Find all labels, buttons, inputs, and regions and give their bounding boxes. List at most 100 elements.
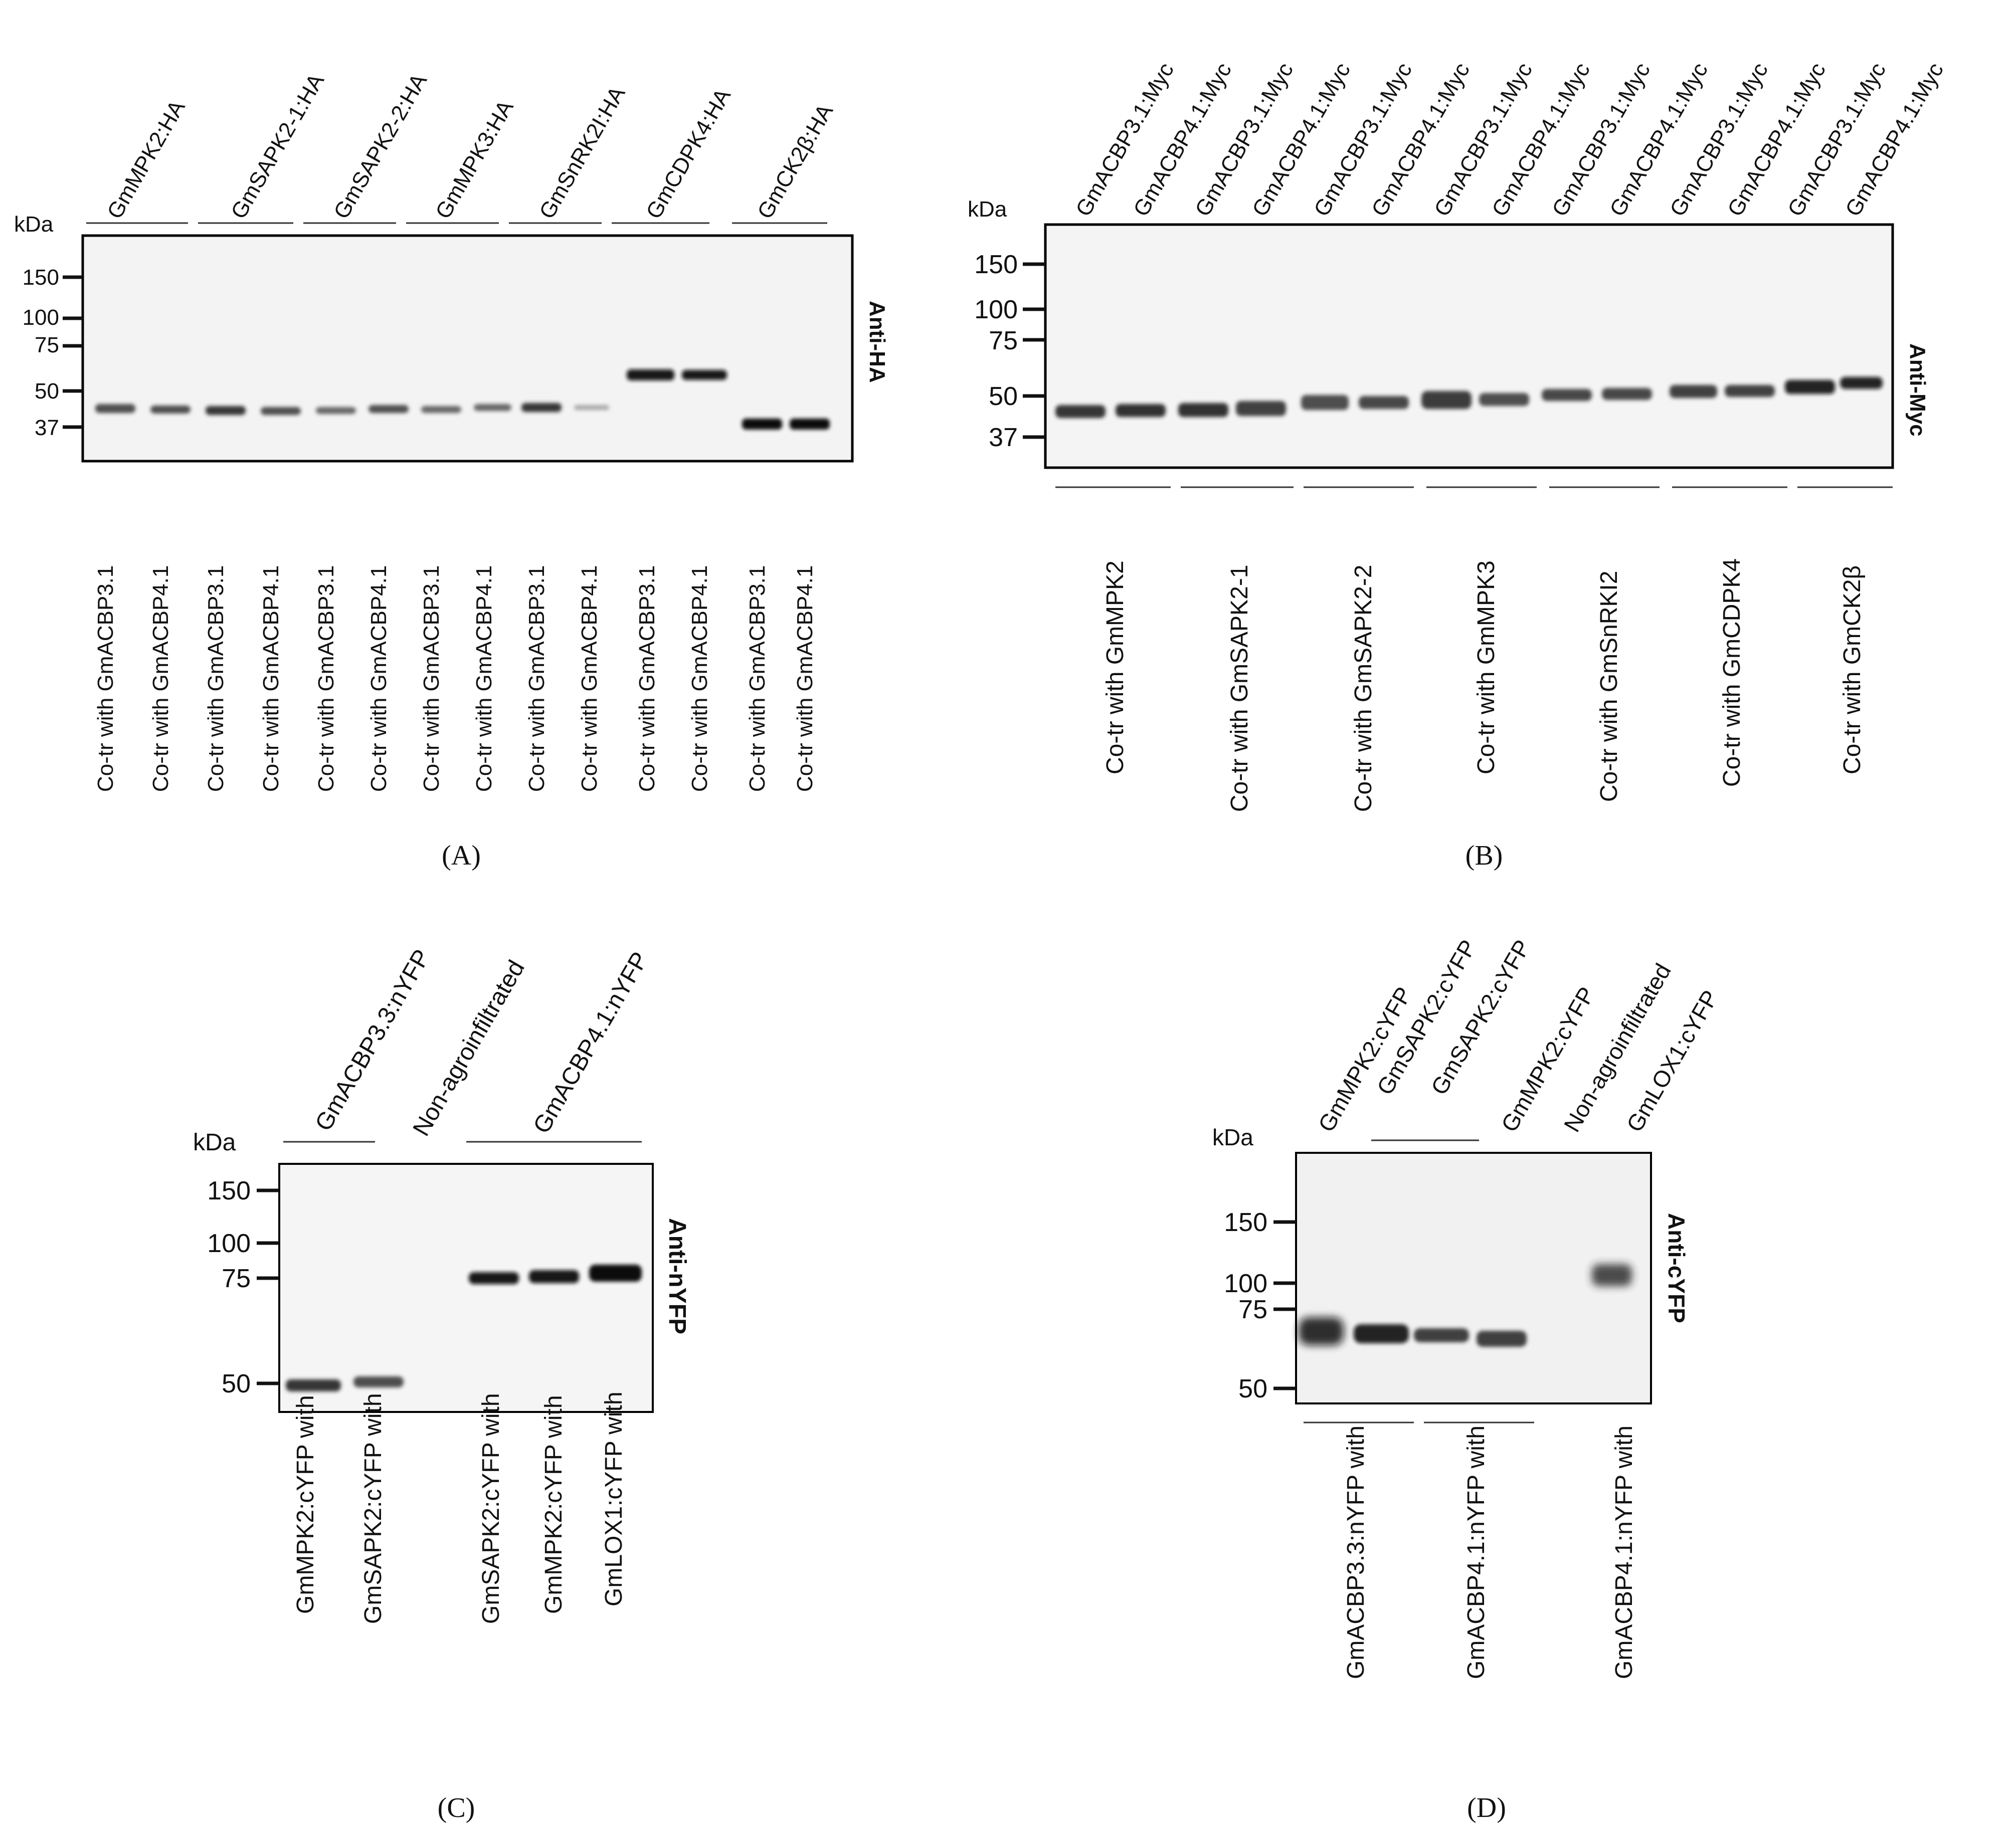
panel-a-lane-label-10: Co-tr with GmACBP4.1: [577, 565, 602, 792]
panel-c-marker-75: 75: [222, 1264, 251, 1293]
panel-b: GmACBP3.1:Myc GmACBP4.1:Myc GmACBP3.1:My…: [968, 59, 1948, 871]
panel-a-band-3: [206, 406, 246, 415]
panel-b-band-5: [1301, 395, 1349, 410]
panel-b-band-12: [1725, 385, 1775, 397]
panel-a-blot: [81, 234, 854, 463]
panel-a-marker-37: 37: [35, 416, 59, 440]
panel-a-lane-label-9: Co-tr with GmACBP3.1: [524, 565, 549, 792]
panel-a-lane-label-3: Co-tr with GmACBP3.1: [204, 565, 228, 792]
panel-b-band-14: [1840, 377, 1883, 389]
panel-d-band-4: [1477, 1331, 1527, 1347]
panel-a-band-6: [369, 405, 409, 413]
panel-a-group-label-3: GmSAPK2-2:HA: [329, 69, 432, 223]
panel-b-group-label-4: Co-tr with GmMPK3: [1473, 560, 1500, 774]
panel-a-band-4: [261, 407, 301, 415]
panel-a-lane-label-13: Co-tr with GmACBP3.1: [745, 565, 770, 792]
panel-c-top-label-1: GmACBP3.3:nYFP: [310, 945, 436, 1136]
panel-b-band-11: [1670, 385, 1717, 398]
panel-c-lane-label-2: GmSAPK2:cYFP with: [360, 1393, 387, 1624]
panel-a-band-8: [474, 404, 511, 411]
panel-c-lane-label-3: GmSAPK2:cYFP with: [478, 1393, 504, 1624]
panel-a-lane-label-14: Co-tr with GmACBP4.1: [793, 565, 817, 792]
panel-d-bottom-label-1: GmACBP3.3:nYFP with: [1343, 1426, 1369, 1679]
panel-a-group-label-6: GmCDPK4:HA: [641, 84, 736, 223]
panel-b-band-10: [1602, 388, 1652, 400]
panel-b-band-4: [1236, 401, 1286, 416]
panel-a-group-label-1: GmMPK2:HA: [102, 96, 190, 223]
panel-c-antibody-label: Anti-nYFP: [664, 1218, 690, 1334]
panel-a-lane-label-4: Co-tr with GmACBP4.1: [259, 565, 283, 792]
panel-a-group-label-2: GmSAPK2-1:HA: [226, 69, 329, 223]
panel-b-band-9: [1542, 389, 1592, 401]
panel-d: GmMPK2:cYFP GmSAPK2:cYFP GmSAPK2:cYFP Gm…: [1212, 935, 1723, 1823]
panel-d-marker-50: 50: [1238, 1374, 1267, 1403]
panel-c-top-label-2: Non-agroinfiltrated: [408, 956, 530, 1140]
panel-b-marker-75: 75: [989, 326, 1018, 355]
panel-a-bands: [95, 369, 830, 430]
panel-c-top-label-3: GmACBP4.1:nYFP: [528, 948, 654, 1138]
panel-a-group-label-7: GmCK2β:HA: [753, 100, 838, 223]
panel-a-antibody-label: Anti-HA: [865, 301, 889, 383]
panel-c-band-4: [529, 1270, 579, 1283]
panel-c: GmACBP3.3:nYFP Non-agroinfiltrated GmACB…: [193, 945, 690, 1823]
panel-d-antibody-label: Anti-cYFP: [1664, 1213, 1690, 1323]
panel-d-kda-label: kDa: [1212, 1124, 1253, 1150]
panel-b-marker-150: 150: [974, 250, 1018, 279]
panel-b-marker-100: 100: [974, 295, 1018, 324]
panel-a-band-12: [682, 370, 727, 380]
panel-c-band-3: [469, 1272, 519, 1284]
panel-b-band-6: [1359, 396, 1409, 409]
panel-a: GmMPK2:HA GmSAPK2-1:HA GmSAPK2-2:HA GmMP…: [14, 69, 889, 871]
panel-a-marker-ticks: [63, 275, 83, 429]
panel-c-marker-ticks: [257, 1188, 279, 1385]
panel-a-band-5: [316, 407, 356, 414]
panel-a-marker-50: 50: [35, 379, 59, 403]
panel-a-caption: (A): [442, 840, 481, 871]
panel-b-group-label-3: Co-tr with GmSAPK2-2: [1350, 565, 1377, 812]
panel-b-group-label-1: Co-tr with GmMPK2: [1102, 560, 1129, 774]
panel-c-lane-label-5: GmLOX1:cYFP with: [601, 1391, 627, 1606]
panel-b-caption: (B): [1465, 840, 1503, 871]
panel-b-antibody-label: Anti-Myc: [1905, 343, 1930, 437]
panel-b-band-2: [1116, 404, 1166, 417]
panel-c-marker-150: 150: [207, 1176, 251, 1205]
panel-c-band-1: [286, 1379, 341, 1391]
panel-a-lane-label-5: Co-tr with GmACBP3.1: [314, 565, 338, 792]
panel-d-top-label-3: GmSAPK2:cYFP: [1426, 935, 1536, 1099]
panel-a-lane-label-1: Co-tr with GmACBP3.1: [93, 565, 118, 792]
panel-d-band-2: [1354, 1324, 1409, 1343]
panel-a-band-14: [790, 419, 830, 430]
panel-a-band-10: [574, 405, 609, 410]
panel-a-lane-label-12: Co-tr with GmACBP4.1: [687, 565, 712, 792]
panel-d-caption: (D): [1467, 1792, 1506, 1823]
panel-c-band-5: [589, 1265, 642, 1282]
panel-c-lane-label-4: GmMPK2:cYFP with: [540, 1395, 567, 1614]
panel-a-lane-label-7: Co-tr with GmACBP3.1: [419, 565, 444, 792]
panel-c-marker-50: 50: [222, 1369, 251, 1398]
panel-a-marker-150: 150: [23, 265, 59, 290]
panel-d-bottom-label-3: GmACBP4.1:nYFP with: [1611, 1426, 1637, 1679]
panel-c-blot: [278, 1163, 654, 1413]
panel-b-band-3: [1178, 403, 1228, 417]
panel-c-lane-label-1: GmMPK2:cYFP with: [292, 1395, 319, 1614]
panel-b-kda-label: kDa: [968, 197, 1007, 222]
panel-b-band-1: [1055, 405, 1106, 418]
panel-b-marker-ticks: [1023, 262, 1045, 439]
panel-b-marker-50: 50: [989, 382, 1018, 411]
panel-b-band-13: [1785, 380, 1835, 394]
panel-c-band-2: [353, 1376, 404, 1387]
panel-b-band-7: [1421, 391, 1472, 409]
panel-a-group-label-5: GmSnRK2I:HA: [534, 82, 630, 223]
panel-a-band-13: [742, 419, 782, 430]
panel-a-band-11: [627, 369, 674, 380]
panel-a-group-label-4: GmMPK3:HA: [431, 96, 518, 223]
panel-a-lane-label-2: Co-tr with GmACBP4.1: [148, 565, 173, 792]
panel-d-band-5: [1592, 1264, 1632, 1286]
panel-d-bottom-label-2: GmACBP4.1:nYFP with: [1463, 1426, 1490, 1679]
panel-a-kda-label: kDa: [14, 212, 54, 237]
panel-b-bands: [1055, 377, 1883, 418]
panel-b-blot: [1044, 223, 1894, 469]
panel-a-marker-100: 100: [23, 305, 59, 330]
panel-d-marker-ticks: [1273, 1220, 1296, 1390]
